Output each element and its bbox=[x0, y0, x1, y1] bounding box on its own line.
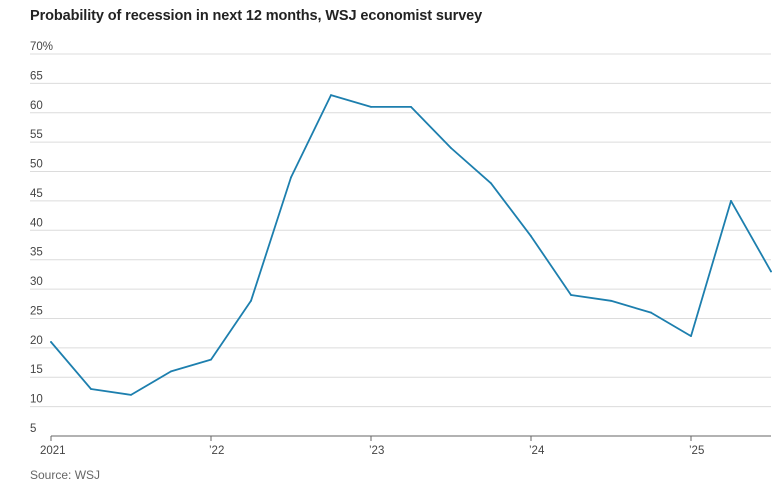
data-point bbox=[290, 176, 292, 179]
y-tick-label: 20 bbox=[30, 335, 43, 347]
data-point bbox=[370, 105, 372, 108]
data-point bbox=[770, 270, 772, 273]
data-point bbox=[130, 393, 132, 396]
data-point bbox=[210, 358, 212, 361]
data-point bbox=[330, 94, 332, 97]
data-point bbox=[530, 235, 532, 238]
data-point bbox=[610, 299, 612, 302]
x-tick-label: ’23 bbox=[369, 445, 384, 457]
data-point bbox=[490, 182, 492, 185]
y-tick-label: 55 bbox=[30, 129, 43, 141]
data-point bbox=[250, 299, 252, 302]
y-tick-label: 65 bbox=[30, 70, 43, 82]
data-point bbox=[90, 388, 92, 390]
x-tick-label: ’25 bbox=[689, 445, 704, 457]
data-point bbox=[170, 370, 172, 373]
data-point bbox=[570, 294, 572, 296]
x-tick-label: ’24 bbox=[529, 445, 545, 457]
chart-title: Probability of recession in next 12 mont… bbox=[30, 8, 483, 24]
y-tick-label: 30 bbox=[30, 276, 43, 288]
y-tick-label: 50 bbox=[30, 159, 43, 171]
y-tick-label: 25 bbox=[30, 305, 43, 317]
y-tick-label: 70% bbox=[30, 41, 53, 53]
y-tick-label: 60 bbox=[30, 100, 43, 112]
data-point bbox=[50, 341, 52, 343]
data-point bbox=[690, 335, 692, 337]
gridlines bbox=[30, 53, 771, 408]
source-note: Source: WSJ bbox=[30, 468, 101, 482]
y-axis-labels: 70% 65 60 55 50 45 40 35 30 25 20 15 10 5 bbox=[30, 41, 53, 435]
y-tick-label: 10 bbox=[30, 394, 43, 406]
y-tick-label: 40 bbox=[30, 217, 43, 229]
data-point bbox=[450, 147, 452, 149]
x-tick-label: 2021 bbox=[40, 445, 66, 457]
y-tick-label: 5 bbox=[30, 423, 36, 435]
y-tick-label: 15 bbox=[30, 364, 43, 376]
series-layer bbox=[50, 94, 772, 396]
data-point bbox=[730, 200, 732, 202]
x-axis: 2021 ’22 ’23 ’24 ’25 bbox=[40, 435, 771, 457]
data-point bbox=[650, 311, 652, 314]
y-tick-label: 35 bbox=[30, 247, 43, 259]
x-tick-label: ’22 bbox=[209, 445, 224, 457]
series-line bbox=[50, 94, 772, 396]
data-point bbox=[410, 105, 412, 108]
y-tick-label: 45 bbox=[30, 188, 43, 200]
